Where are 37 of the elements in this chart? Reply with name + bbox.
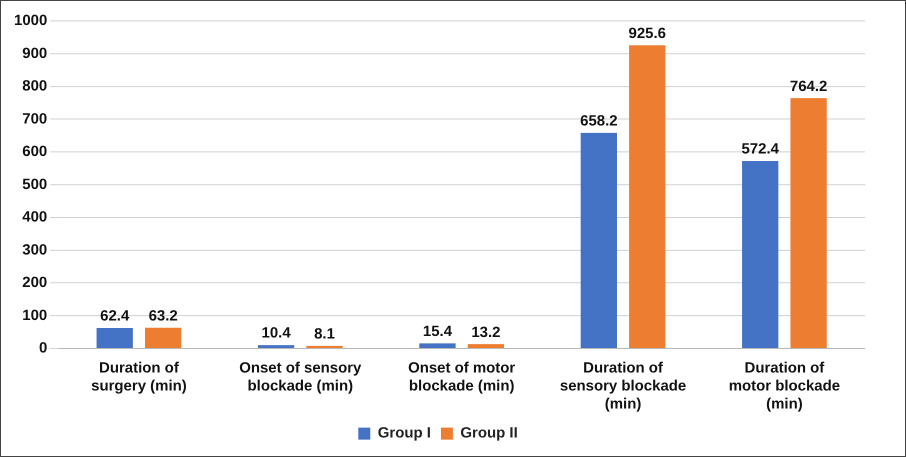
bar xyxy=(790,98,827,348)
bar xyxy=(468,344,504,348)
data-label: 62.4 xyxy=(100,308,130,325)
bar xyxy=(419,343,456,348)
bar xyxy=(96,328,133,348)
y-tick-label: 300 xyxy=(22,241,48,258)
y-tick-label: 900 xyxy=(22,44,48,62)
data-label: 13.2 xyxy=(471,324,500,341)
data-label: 925.6 xyxy=(628,24,666,42)
y-tick-label: 500 xyxy=(22,176,48,193)
data-label: 658.2 xyxy=(580,112,618,130)
legend-label: Group II xyxy=(460,424,518,442)
x-tick-label: Onset of motor blockade (min) xyxy=(408,360,516,394)
x-tick-label: Duration of sensory blockade (min) xyxy=(560,360,686,412)
bar xyxy=(629,45,666,348)
x-tick-label: Onset of sensory blockade (min) xyxy=(239,360,362,394)
x-tick-label: Duration of motor blockade (min) xyxy=(728,360,840,412)
y-tick-label: 1000 xyxy=(14,12,48,30)
data-label: 764.2 xyxy=(790,78,828,95)
legend-label: Group I xyxy=(378,424,431,442)
y-tick-label: 800 xyxy=(22,78,48,95)
y-tick-label: 600 xyxy=(22,143,48,160)
data-label: 572.4 xyxy=(741,140,780,158)
y-tick-label: 0 xyxy=(38,340,48,357)
x-tick-label: Duration of surgery (min) xyxy=(91,360,187,394)
bar xyxy=(742,160,778,348)
bar xyxy=(580,132,617,348)
y-tick-label: 700 xyxy=(22,110,48,128)
data-label: 10.4 xyxy=(262,324,292,342)
bar xyxy=(258,345,294,348)
y-tick-label: 400 xyxy=(22,208,48,226)
y-tick-label: 200 xyxy=(22,274,48,292)
data-label: 63.2 xyxy=(148,307,178,324)
data-label: 8.1 xyxy=(314,326,335,342)
data-label: 15.4 xyxy=(422,323,453,340)
y-tick-label: 100 xyxy=(22,306,48,324)
bar xyxy=(144,328,182,348)
